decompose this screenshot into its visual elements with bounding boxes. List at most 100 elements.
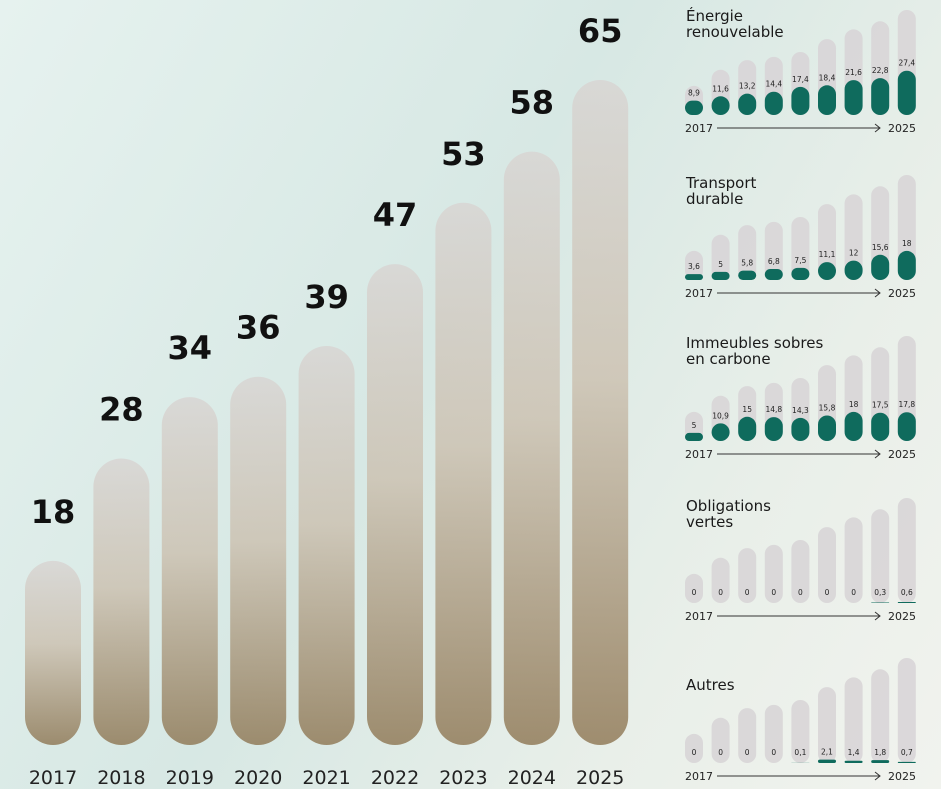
bar [844, 760, 863, 763]
total-bar [844, 194, 863, 280]
value-label: 13,2 [739, 82, 756, 91]
total-bar [764, 221, 783, 280]
value-label: 18,4 [819, 73, 836, 82]
arrow-head [874, 611, 881, 621]
value-label: 8,9 [688, 89, 700, 98]
bar [685, 100, 703, 115]
value-label: 0 [851, 588, 856, 597]
total-bar [818, 687, 836, 763]
value-label: 0 [745, 588, 750, 597]
value-label: 53 [441, 135, 486, 173]
value-label: 7,5 [794, 256, 806, 265]
x-tick-label: 2023 [439, 767, 487, 789]
value-label: 2,1 [821, 748, 833, 757]
value-label: 0,6 [901, 588, 913, 597]
value-label: 0 [718, 588, 723, 597]
value-label: 6,8 [768, 257, 780, 266]
bar [503, 151, 560, 746]
value-label: 11,1 [819, 250, 836, 259]
axis-start-label: 2017 [685, 610, 713, 623]
bar [572, 80, 629, 745]
bar [298, 346, 355, 745]
bar [871, 254, 890, 280]
value-label: 0 [718, 748, 723, 757]
bar [818, 262, 836, 280]
x-tick-label: 2017 [29, 767, 77, 789]
bar [93, 458, 150, 745]
value-label: 5 [692, 421, 697, 430]
bar [871, 412, 890, 441]
total-bar [738, 708, 757, 763]
arrow-head [874, 288, 881, 298]
value-label: 3,6 [688, 262, 700, 271]
axis-end-label: 2025 [888, 122, 916, 135]
panel-title: Autres [686, 676, 735, 694]
total-bar [871, 509, 890, 603]
x-tick-label: 2025 [576, 767, 624, 789]
bar [764, 91, 783, 115]
bar [738, 93, 757, 115]
x-tick-label: 2022 [371, 767, 419, 789]
bar [161, 397, 218, 745]
bar [897, 412, 916, 441]
bar [25, 560, 81, 745]
value-label: 17,4 [792, 75, 809, 84]
value-label: 0,1 [794, 748, 806, 757]
bar [711, 271, 730, 280]
axis-end-label: 2025 [888, 770, 916, 783]
axis-end-label: 2025 [888, 287, 916, 300]
bar [685, 432, 703, 441]
axis-start-label: 2017 [685, 448, 713, 461]
axis-end-label: 2025 [888, 610, 916, 623]
bar [367, 264, 423, 745]
total-bar [764, 544, 783, 603]
value-label: 5,8 [741, 259, 753, 268]
value-label: 14,4 [765, 80, 782, 89]
bar [844, 260, 863, 280]
bar [685, 274, 703, 280]
panel-title: Obligations vertes [686, 497, 771, 531]
arrow-head [874, 123, 881, 133]
axis-start-label: 2017 [685, 770, 713, 783]
total-bar [818, 527, 836, 603]
total-bar [685, 250, 703, 280]
value-label: 65 [578, 12, 623, 50]
value-label: 39 [304, 278, 349, 316]
value-label: 5 [718, 260, 723, 269]
x-tick-label: 2018 [97, 767, 145, 789]
bar [738, 270, 757, 280]
value-label: 12 [849, 249, 859, 258]
value-label: 21,6 [845, 68, 862, 77]
bar [818, 415, 836, 441]
value-label: 18 [849, 400, 859, 409]
value-label: 15,6 [872, 243, 889, 252]
bar [897, 602, 916, 603]
value-label: 58 [510, 84, 555, 122]
bar [791, 417, 810, 441]
value-label: 0,7 [901, 748, 913, 757]
value-label: 1,4 [848, 748, 860, 757]
total-bar [791, 700, 810, 763]
total-bar [711, 234, 730, 280]
bar [897, 761, 916, 763]
panel-title: Transport durable [686, 174, 757, 208]
bar [230, 376, 287, 745]
bar [897, 250, 916, 280]
total-bar [791, 217, 810, 280]
value-label: 0 [692, 748, 697, 757]
total-bar [844, 517, 863, 603]
total-bar [738, 225, 757, 280]
total-bar [711, 557, 730, 603]
panel-title: Énergie renouvelable [686, 7, 784, 41]
value-label: 15,8 [819, 403, 836, 412]
value-label: 0,3 [874, 588, 886, 597]
x-tick-label: 2021 [302, 767, 350, 789]
arrow-head [874, 771, 881, 781]
x-tick-label: 2019 [166, 767, 214, 789]
total-bar [685, 573, 703, 603]
value-label: 22,8 [872, 66, 889, 75]
total-bar [711, 717, 730, 763]
axis-start-label: 2017 [685, 287, 713, 300]
value-label: 0 [771, 588, 776, 597]
